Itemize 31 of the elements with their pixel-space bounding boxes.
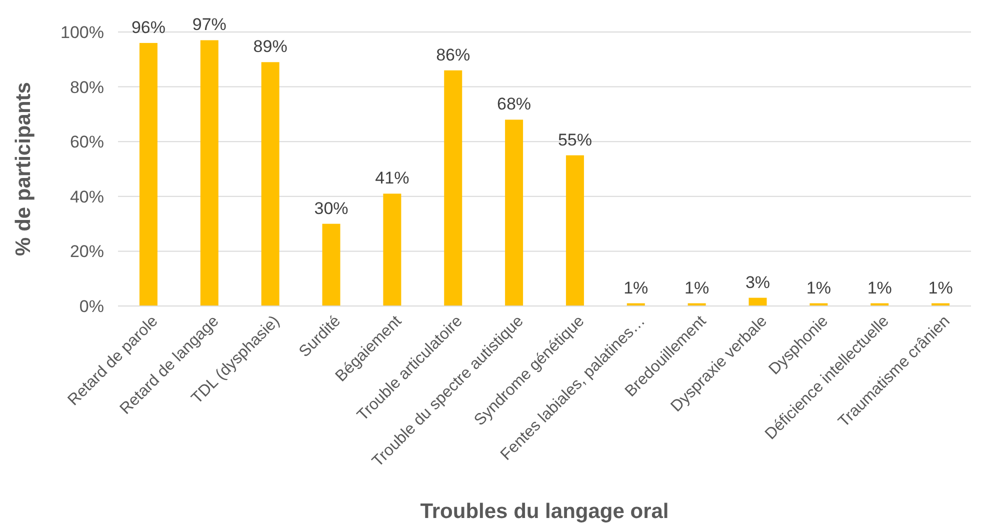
y-tick-label: 0% — [79, 296, 104, 316]
data-label: 1% — [806, 278, 831, 298]
bar — [383, 194, 402, 306]
data-label: 1% — [928, 278, 953, 298]
data-label: 89% — [253, 37, 288, 56]
data-label: 3% — [745, 272, 770, 292]
data-label: 41% — [375, 168, 410, 188]
data-label: 1% — [867, 278, 892, 298]
data-label: 1% — [624, 278, 648, 298]
bar — [566, 155, 584, 306]
bar — [748, 298, 767, 306]
bar — [505, 120, 524, 306]
bar — [200, 40, 218, 306]
data-label: 96% — [131, 18, 166, 37]
data-label: 1% — [684, 278, 710, 298]
y-tick-label: 20% — [70, 242, 104, 262]
y-tick-label: 100% — [60, 22, 104, 42]
bar — [261, 62, 280, 306]
y-tick-label: 60% — [70, 132, 104, 152]
x-axis-title: Troubles du langage oral — [420, 500, 669, 523]
y-tick-label: 80% — [70, 78, 104, 97]
bar — [322, 224, 340, 306]
data-label: 97% — [192, 15, 226, 34]
data-label: 86% — [436, 45, 470, 64]
data-label: 68% — [497, 94, 532, 114]
bar — [139, 42, 158, 306]
data-label: 55% — [558, 130, 592, 150]
bar — [444, 70, 462, 306]
data-label: 30% — [314, 198, 348, 218]
y-axis-title: % de participants — [12, 82, 35, 256]
y-tick-label: 40% — [70, 187, 104, 206]
